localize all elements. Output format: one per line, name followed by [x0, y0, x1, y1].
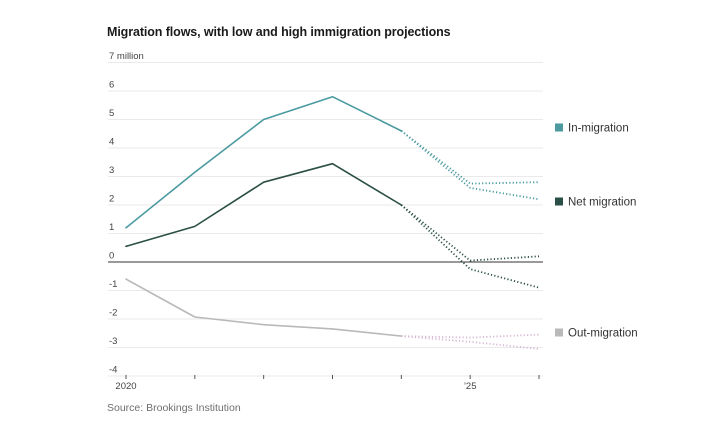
y-tick-label: -3: [109, 336, 117, 347]
legend-label: Out-migration: [568, 328, 638, 340]
legend-item-out-migration: Out-migration: [555, 328, 638, 340]
y-tick-label: 6: [109, 80, 114, 91]
y-tick-label: -2: [109, 308, 117, 319]
chart-title: Migration flows, with low and high immig…: [107, 25, 451, 39]
in-migration-projection-low: [400, 130, 540, 201]
y-tick-label: -1: [109, 279, 117, 290]
out-migration-projection-low: [401, 335, 540, 350]
y-tick-label: 5: [109, 108, 114, 119]
legend-swatch: [555, 328, 563, 337]
out-migration-projection-high: [401, 333, 540, 339]
y-tick-label: 4: [109, 137, 114, 148]
x-tick-label: ’25: [464, 381, 477, 392]
legend-swatch: [555, 197, 563, 206]
in-migration-line: [125, 95, 403, 229]
legend-swatch: [555, 123, 563, 132]
x-axis: 2020 ’25: [115, 375, 540, 392]
y-tick-label: 3: [109, 165, 114, 176]
legend-label: Net migration: [568, 197, 636, 209]
legend-label: In-migration: [568, 123, 629, 135]
net-migration-line: [125, 162, 403, 248]
net-migration-projection-high: [400, 204, 540, 262]
out-migration-line: [125, 278, 403, 337]
series-lines: [125, 95, 540, 350]
y-tick-label: 2: [109, 194, 114, 205]
source-note: Source: Brookings Institution: [107, 402, 241, 414]
in-migration-projection-high: [400, 130, 540, 185]
y-tick-label: -4: [109, 365, 117, 376]
y-tick-label: 7 million: [109, 51, 144, 62]
x-tick-label: 2020: [115, 381, 136, 392]
y-axis-tick-labels: 7 million 6 5 4 3 2 1 0 -1 -2 -3 -4: [109, 51, 144, 376]
legend-item-in-migration: In-migration: [555, 123, 629, 135]
net-migration-projection-low: [400, 204, 540, 289]
legend-item-net-migration: Net migration: [555, 197, 636, 209]
y-tick-label: 1: [109, 222, 114, 233]
y-tick-label: 0: [109, 251, 114, 262]
legend: In-migration Net migration Out-migration: [555, 123, 638, 340]
